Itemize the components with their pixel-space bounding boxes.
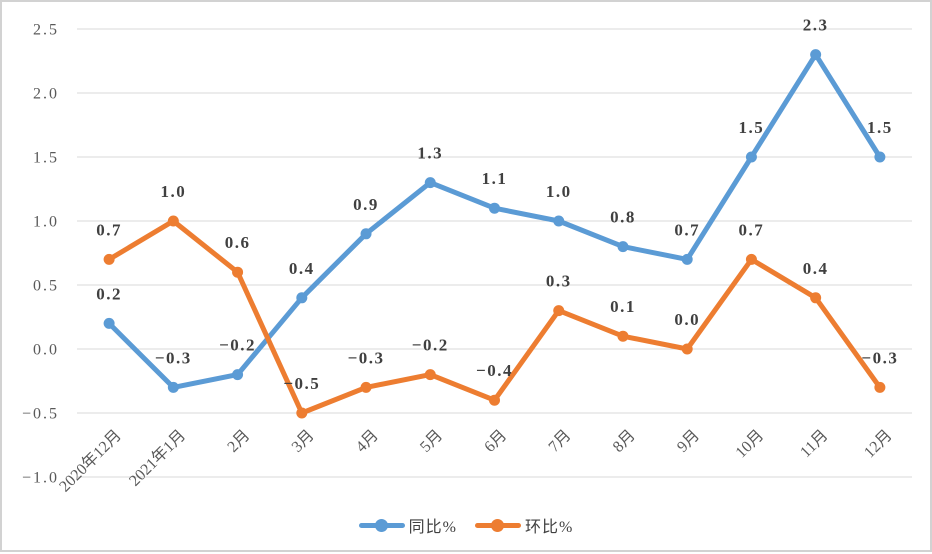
legend-item-yoy: 同比% — [358, 513, 457, 537]
data-label: −0.3 — [155, 348, 192, 367]
data-label: 1.5 — [739, 118, 765, 137]
legend-label-mom: 环比% — [525, 519, 574, 536]
data-label: 1.3 — [417, 144, 443, 163]
x-category-label: 10月 — [733, 427, 768, 462]
data-label: −0.3 — [861, 348, 898, 367]
data-point — [745, 151, 757, 163]
y-tick-label: 2.0 — [33, 86, 59, 103]
x-category-label: 3月 — [289, 427, 318, 456]
legend-item-mom: 环比% — [475, 513, 573, 537]
data-point — [103, 253, 115, 265]
y-tick-label: −1.0 — [22, 470, 59, 487]
data-point — [745, 253, 757, 265]
data-point — [489, 394, 500, 406]
data-label: −0.2 — [412, 336, 449, 355]
data-label: 0.7 — [96, 220, 122, 239]
data-label: 1.5 — [867, 118, 893, 137]
data-point — [424, 177, 436, 189]
data-label: −0.2 — [219, 336, 256, 355]
data-point — [167, 215, 179, 227]
chart-legend: 同比% 环比% — [2, 507, 930, 543]
data-label: 0.4 — [803, 259, 829, 278]
data-point — [874, 151, 886, 163]
data-point — [874, 381, 886, 393]
data-label: −0.3 — [348, 348, 385, 367]
data-point — [103, 317, 115, 329]
data-point — [232, 266, 244, 278]
data-label: 1.0 — [546, 182, 572, 201]
data-label: 0.6 — [225, 233, 251, 252]
data-label: 0.1 — [610, 297, 636, 316]
data-label: 0.7 — [739, 220, 765, 239]
data-label: 0.0 — [674, 310, 700, 329]
y-tick-label: 0.0 — [33, 342, 59, 359]
data-label: 0.3 — [546, 272, 572, 291]
legend-dot-icon — [491, 518, 504, 532]
data-label: −0.5 — [283, 374, 320, 393]
data-point — [360, 228, 372, 240]
data-point — [296, 407, 308, 419]
x-category-label: 2020年12月 — [56, 426, 125, 495]
x-category-label: 12月 — [861, 427, 896, 462]
data-point — [810, 292, 822, 304]
x-category-label: 4月 — [353, 427, 382, 456]
y-tick-label: 2.5 — [33, 22, 59, 39]
y-tick-label: −0.5 — [22, 406, 59, 423]
data-label: 0.9 — [353, 195, 379, 214]
x-category-label: 2月 — [224, 427, 253, 456]
data-label: 1.0 — [160, 182, 186, 201]
legend-label-yoy: 同比% — [408, 519, 457, 536]
data-point — [810, 49, 822, 61]
x-category-label: 11月 — [797, 427, 831, 461]
legend-line-marker-yoy — [358, 518, 405, 532]
data-point — [424, 369, 436, 381]
data-point — [681, 253, 693, 265]
y-tick-label: 1.5 — [33, 150, 59, 167]
data-point — [167, 381, 179, 393]
data-label: 0.2 — [96, 284, 122, 303]
x-category-label: 7月 — [546, 427, 575, 456]
data-point — [553, 305, 565, 317]
x-category-label: 2021年1月 — [126, 426, 190, 490]
data-label: 2.3 — [803, 16, 829, 35]
data-label: 0.7 — [674, 220, 700, 239]
data-point — [232, 369, 244, 381]
y-tick-label: 0.5 — [33, 278, 59, 295]
data-point — [553, 215, 565, 227]
y-tick-label: 1.0 — [33, 214, 59, 231]
data-point — [617, 330, 629, 342]
x-category-label: 5月 — [417, 427, 446, 456]
data-point — [296, 292, 308, 304]
data-label: 0.8 — [610, 208, 636, 227]
x-category-label: 6月 — [481, 427, 510, 456]
data-label: 1.1 — [482, 169, 508, 188]
data-point — [617, 241, 629, 253]
data-label: 0.4 — [289, 259, 315, 278]
x-category-label: 8月 — [610, 427, 639, 456]
x-category-label: 9月 — [674, 427, 703, 456]
data-point — [489, 202, 500, 214]
data-point — [681, 343, 693, 355]
data-point — [360, 381, 372, 393]
legend-dot-icon — [374, 518, 388, 532]
data-label: −0.4 — [476, 361, 513, 380]
legend-line-marker-mom — [475, 518, 521, 532]
